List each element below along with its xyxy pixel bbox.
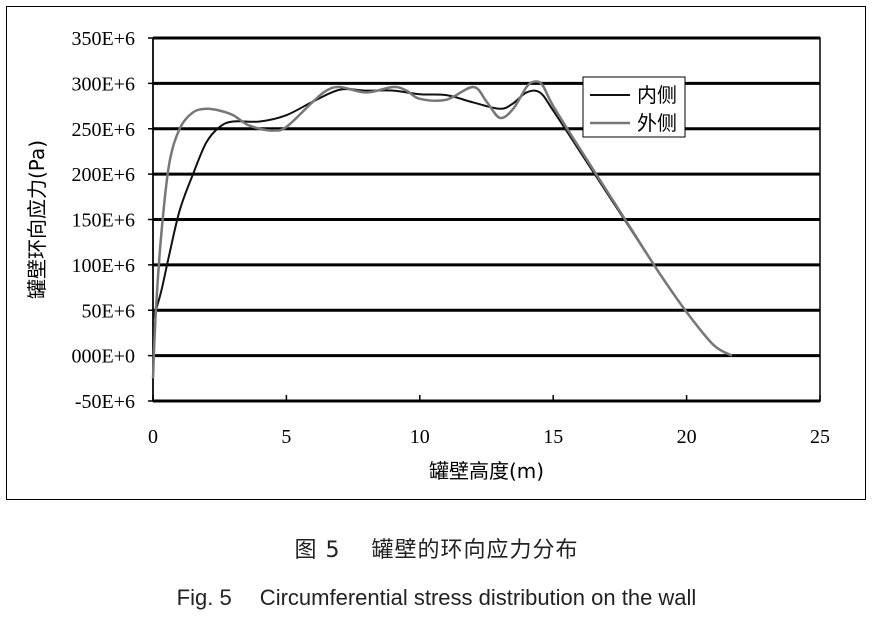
- x-tick-labels: 0 5 10 15 20 25: [148, 395, 830, 448]
- y-tick-labels: -50E+6 000E+0 50E+6 100E+6 150E+6 200E+6 250E+…: [72, 28, 153, 413]
- x-tick-label-4: 20: [677, 426, 697, 448]
- y-tick-label-1: 000E+0: [72, 346, 136, 368]
- x-tick-label-5: 25: [810, 426, 830, 448]
- chart-svg: -50E+6 000E+0 50E+6 100E+6 150E+6 200E+6 250E+…: [25, 28, 830, 483]
- x-tick-label-3: 15: [543, 426, 563, 448]
- legend-label-inner: 内侧: [637, 83, 677, 107]
- y-tick-label-2: 50E+6: [82, 300, 136, 322]
- x-tick-label-0: 0: [148, 426, 158, 448]
- figure-caption-english: Fig. 5 Circumferential stress distributi…: [176, 585, 697, 610]
- figure-caption-chinese: 图 5 罐壁的环向应力分布: [294, 538, 579, 563]
- series-line-outer: [151, 80, 733, 379]
- y-tick-label-4: 150E+6: [72, 210, 136, 232]
- chart-frame: [6, 6, 866, 500]
- y-tick-label-7: 300E+6: [72, 73, 136, 95]
- y-tick-label-5: 200E+6: [72, 164, 136, 186]
- legend: 内侧 外侧: [582, 76, 686, 138]
- x-tick-label-1: 5: [281, 426, 291, 448]
- y-tick-label-3: 100E+6: [72, 255, 136, 277]
- x-axis-title: 罐壁高度(m): [429, 459, 544, 483]
- x-tick-label-2: 10: [410, 426, 430, 448]
- grid-layer: [153, 36, 820, 403]
- y-tick-label-8: 350E+6: [72, 28, 136, 50]
- y-axis-title: 罐壁环向应力(Pa): [25, 140, 49, 299]
- series-layer: [151, 80, 733, 379]
- y-tick-label-0: -50E+6: [75, 391, 135, 413]
- legend-box: [582, 76, 686, 138]
- y-tick-label-6: 250E+6: [72, 119, 136, 141]
- legend-label-outer: 外侧: [637, 111, 677, 135]
